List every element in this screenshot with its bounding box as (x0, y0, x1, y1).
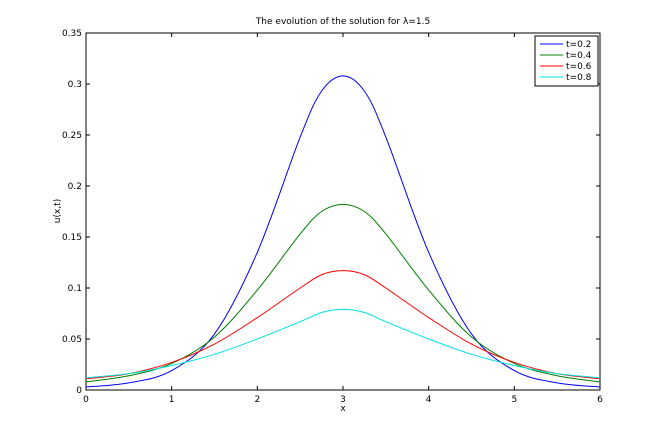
y-tick-label: 0.3 (68, 80, 82, 90)
x-tick-label: 6 (597, 395, 603, 405)
series-line-t=0.2 (85, 75, 601, 388)
legend-label: t=0.8 (566, 73, 592, 83)
y-tick-label: 0.05 (62, 335, 82, 345)
series-line-t=0.8 (85, 308, 601, 379)
x-axis-label: x (340, 404, 346, 414)
plot-area (85, 32, 601, 391)
y-tick-label: 0.1 (68, 284, 82, 294)
series-lines (85, 75, 601, 388)
y-tick-label: 0 (76, 386, 82, 396)
x-tick-label: 3 (340, 395, 346, 405)
y-tick-label: 0.15 (62, 233, 82, 243)
y-tick-label: 0.35 (62, 29, 82, 39)
legend-label: t=0.4 (566, 51, 592, 61)
x-tick-label: 0 (83, 395, 89, 405)
x-tick-label: 5 (511, 395, 517, 405)
legend: t=0.2t=0.4t=0.6t=0.8 (534, 35, 599, 87)
axis-ticks (85, 32, 601, 391)
series-line-t=0.6 (85, 270, 601, 380)
axis-tick-labels: 0 1 2 3 4 5 6 0 0.05 0.1 0.15 0.2 0.25 0.3 0.35 (62, 29, 603, 405)
legend-label: t=0.6 (566, 62, 592, 72)
y-tick-label: 0.2 (68, 182, 82, 192)
y-axis-label: u(x,t) (53, 199, 63, 223)
x-tick-label: 4 (426, 395, 432, 405)
chart-title: The evolution of the solution for λ=1.5 (255, 17, 430, 27)
series-line-t=0.4 (85, 203, 601, 383)
y-tick-label: 0.25 (62, 131, 82, 141)
legend-label: t=0.2 (566, 40, 591, 50)
x-tick-label: 2 (254, 395, 260, 405)
x-tick-label: 1 (169, 395, 175, 405)
